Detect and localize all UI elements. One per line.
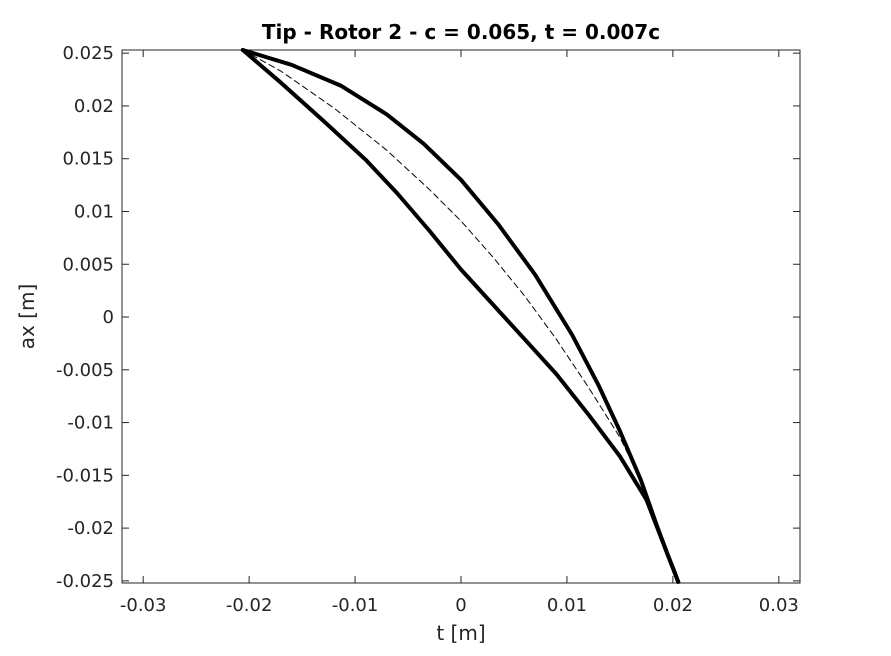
x-tick-label: -0.03 <box>120 595 167 616</box>
series-layer <box>240 48 681 584</box>
y-tick-label: 0.015 <box>62 149 114 170</box>
x-tick-label: 0 <box>455 595 466 616</box>
x-axis-label: t [m] <box>436 621 485 645</box>
pressure-side-series <box>240 48 681 584</box>
x-tick-label: 0.03 <box>759 595 799 616</box>
y-tick-label: 0.01 <box>74 201 114 222</box>
plot-area <box>121 49 801 584</box>
y-tick-label: 0.005 <box>62 254 114 275</box>
y-tick-label: -0.02 <box>67 518 114 539</box>
y-axis-label: ax [m] <box>15 284 39 350</box>
ticks-layer: -0.03 -0.02 -0.01 0 0.01 0.02 0.03 0.025 0.02 0.0… <box>56 43 800 616</box>
y-tick-label: -0.025 <box>56 571 114 592</box>
x-tick-label: 0.01 <box>547 595 587 616</box>
y-tick-label: 0 <box>103 307 114 328</box>
camber-line-series <box>242 49 679 583</box>
y-tick-label: -0.005 <box>56 360 114 381</box>
y-tick-label: 0.025 <box>62 43 114 64</box>
y-tick-label: 0.02 <box>74 96 114 117</box>
y-tick-label: -0.015 <box>56 465 114 486</box>
x-tick-label: 0.02 <box>653 595 693 616</box>
y-tick-label: -0.01 <box>67 413 114 434</box>
x-tick-label: -0.01 <box>332 595 379 616</box>
chart-title: Tip - Rotor 2 - c = 0.065, t = 0.007c <box>262 20 660 44</box>
suction-side-series <box>240 48 681 584</box>
x-tick-label: -0.02 <box>226 595 273 616</box>
